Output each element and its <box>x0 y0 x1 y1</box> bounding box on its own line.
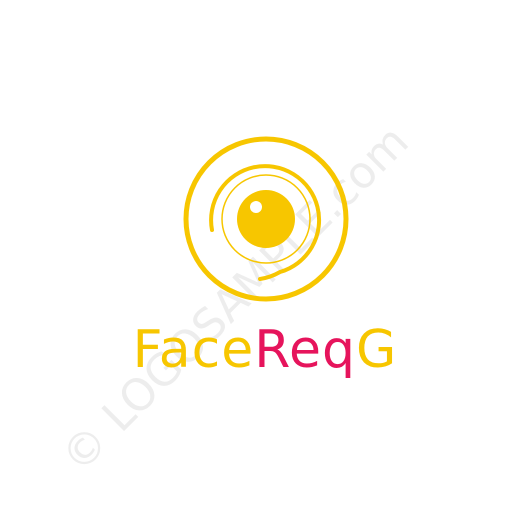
outer-ring <box>183 136 349 302</box>
lens-highlight <box>250 201 262 213</box>
logo-camera-lens-icon <box>183 136 349 302</box>
lens <box>237 190 295 248</box>
spiral-arc <box>209 164 322 281</box>
lens-ring <box>221 174 311 264</box>
brand-part-face: Face <box>132 320 255 380</box>
brand-part-req: Req <box>254 320 357 380</box>
brand-part-g: G <box>356 320 398 380</box>
brand-wordmark: FaceReqG <box>0 315 530 385</box>
